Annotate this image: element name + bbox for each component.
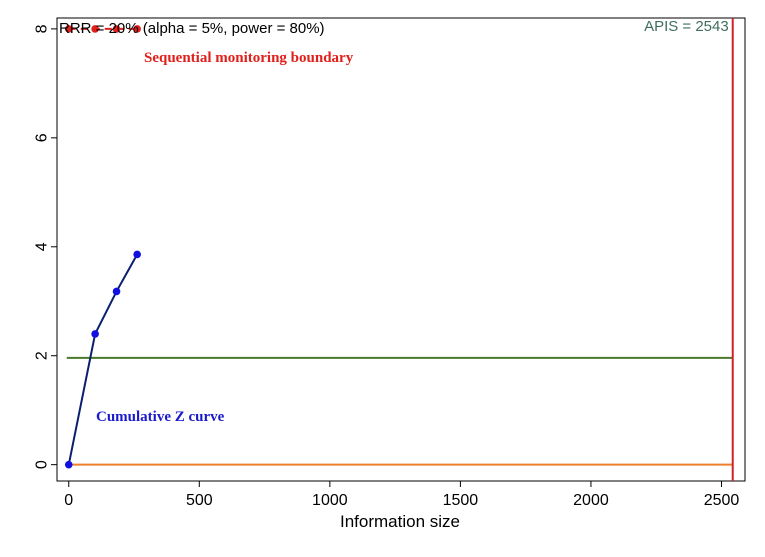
y-tick-label-0: 0 [34, 460, 51, 469]
series-1-point-1 [91, 25, 99, 33]
x-tick-label-1: 500 [186, 492, 213, 509]
series-layer [64, 25, 141, 469]
plot-frame [56, 17, 746, 482]
x-tick-label-0: 0 [64, 492, 73, 509]
x-axis-title: Information size [340, 512, 460, 531]
series-0-point-2 [112, 287, 121, 296]
series-0-point-1 [91, 330, 99, 338]
series-line-0 [67, 253, 139, 465]
series-0 [64, 250, 141, 469]
annotation-3: Cumulative Z curve [96, 409, 225, 425]
series-1-point-3 [133, 25, 141, 33]
annotation-1: APIS = 2543 [644, 18, 729, 35]
axes: 0 500 1000 1500 2000 2500 0 2 4 6 8 [34, 24, 740, 509]
annotation-0: RRR = 20% (alpha = 5%, power = 80%) [59, 20, 325, 37]
series-1 [64, 25, 141, 33]
y-tick-label-2: 4 [34, 242, 51, 251]
x-tick-label-4: 2000 [573, 492, 609, 509]
x-tick-label-5: 2500 [704, 492, 740, 509]
y-tick-label-3: 6 [34, 133, 51, 142]
series-1-point-0 [64, 25, 73, 33]
y-tick-label-4: 8 [34, 24, 51, 33]
annotation-2: Sequential monitoring boundary [144, 50, 354, 66]
series-1-point-2 [112, 25, 121, 33]
x-tick-label-3: 1500 [443, 492, 479, 509]
y-tick-label-1: 2 [34, 351, 51, 360]
x-tick-label-2: 1000 [312, 492, 348, 509]
reference-lines [66, 18, 734, 481]
annotations: RRR = 20% (alpha = 5%, power = 80%) APIS … [59, 18, 729, 425]
series-0-point-0 [64, 460, 73, 469]
series-0-point-3 [133, 250, 141, 259]
